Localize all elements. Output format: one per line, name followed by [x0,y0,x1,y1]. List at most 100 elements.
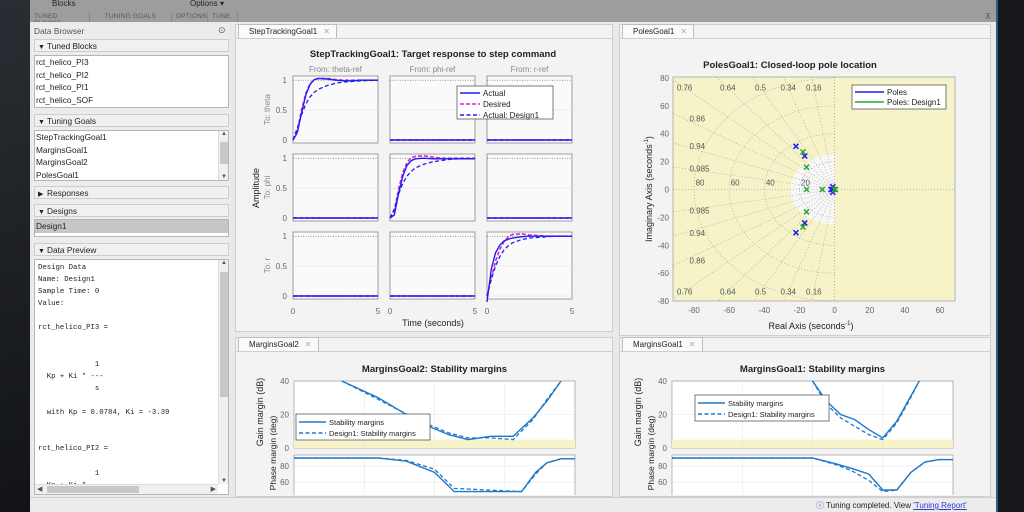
scroll-down-icon[interactable]: ▼ [221,174,227,180]
y-tick-label: 0 [663,444,668,453]
scroll-thumb[interactable] [47,486,139,493]
damping-label: 0.64 [720,84,736,93]
axis-label-close: ) [644,136,654,139]
options-button[interactable]: Options [190,0,218,8]
axis-label-exponent: -1 [845,321,851,327]
subplot-axes [389,153,476,222]
section-tuning-goals: TUNING GOALS [90,12,172,22]
design1-line [486,235,572,297]
tuning-goals-scrollbar[interactable]: ▲ ▼ [218,131,228,180]
data-browser-menu-icon[interactable]: ⊙ [218,25,226,35]
pole-marker [832,186,839,193]
preview-horizontal-scrollbar[interactable]: ◀ ▶ [35,484,218,494]
list-item[interactable]: MarginsGoal1 [36,144,88,155]
y-tick-label: 0 [283,214,288,223]
list-item[interactable]: PolesGoal1 [36,169,79,180]
tuning-report-link[interactable]: 'Tuning Report' [913,501,967,510]
x-tick-label: 5 [376,307,381,316]
data-preview-text: Design Data Name: Design1 Sample Time: 0… [38,264,170,490]
tab-label: MarginsGoal1 [633,340,683,349]
frequency-label: 20 [801,178,810,187]
list-item[interactable]: rct_helico_PI3 [36,57,89,67]
damping-label: 0.86 [689,257,705,266]
legend-box [694,394,830,422]
subplot-axes [486,153,573,222]
scroll-thumb[interactable] [220,142,228,164]
damping-label: 0.985 [689,164,710,173]
preview-vertical-scrollbar[interactable]: ▲ ▼ [218,260,228,484]
scroll-up-icon[interactable]: ▲ [221,260,227,266]
scroll-down-icon[interactable]: ▼ [221,478,227,484]
damping-label: 0.985 [689,207,710,216]
close-icon[interactable]: ✕ [304,340,312,349]
designs-header[interactable]: ▼ Designs [34,204,229,217]
x-tick-label: -40 [759,306,771,315]
tuning-goals-header[interactable]: ▼ Tuning Goals [34,114,229,127]
y-tick-label: 0.5 [276,106,288,115]
scroll-up-icon[interactable]: ▲ [221,131,227,137]
damping-line [717,189,835,301]
scroll-left-icon[interactable]: ◀ [37,486,43,493]
damping-line [716,77,835,190]
phase-axis-label: Phase margin (deg) [646,416,656,491]
options-dropdown-icon[interactable]: ▾ [220,0,225,8]
list-item-selected[interactable]: Design1 [35,220,228,233]
damping-label: 0.34 [780,287,796,296]
tab-margins-goal2[interactable]: MarginsGoal2 ✕ [238,337,319,351]
y-tick-label: 1 [283,76,288,85]
column-label: From: phi-ref [410,65,457,74]
x-tick-label: -80 [688,306,700,315]
list-item[interactable]: MarginsGoal2 [36,157,88,167]
blocks-button[interactable]: Blocks [52,0,76,8]
y-tick-label: 0 [665,186,670,195]
scroll-thumb[interactable] [220,272,228,397]
damping-label: 0.5 [755,84,767,93]
legend-box [456,85,554,120]
chart-title: MarginsGoal2: Stability margins [362,364,507,375]
responses-header[interactable]: ▶ Responses [34,186,229,199]
chart-title: StepTrackingGoal1: Target response to st… [310,49,557,60]
data-preview-box: Design Data Name: Design1 Sample Time: 0… [34,259,229,495]
axis-label-close: ) [850,321,853,331]
close-icon[interactable]: ✕ [680,27,688,36]
row-label: To: phi [263,175,272,199]
legend-entry: Stability margins [329,418,384,427]
close-icon[interactable]: ✕ [688,340,696,349]
list-item[interactable]: rct_helico_PI2 [36,69,89,80]
tuned-blocks-header[interactable]: ▼ Tuned Blocks [34,39,229,52]
legend-entry: Actual [483,89,505,98]
poles-chart: PolesGoal1: Closed-loop pole location 0.1… [644,60,956,331]
x-tick-label: 60 [936,306,945,315]
damping-label: 0.16 [806,84,822,93]
list-item[interactable]: StepTrackingGoal1 [36,132,107,142]
frequency-arc [728,105,835,274]
list-item[interactable]: rct_helico_PI1 [36,82,89,92]
section-options: OPTIONS [172,12,208,22]
y-tick-label: 60 [660,102,669,111]
damping-line [783,77,835,190]
pole-marker [801,219,808,226]
pole-marker [803,186,810,193]
scroll-right-icon[interactable]: ▶ [210,486,216,493]
y-tick-label: 40 [658,377,667,386]
x-tick-label: 5 [570,307,575,316]
list-item[interactable]: rct_helico_SOF [36,94,94,105]
frequency-arc [693,77,835,301]
y-tick-label: 20 [280,411,289,420]
subplot-axes [292,153,379,222]
tab-poles-goal1[interactable]: PolesGoal1 ✕ [622,24,695,38]
tab-label: StepTrackingGoal1 [249,27,318,36]
damping-label: 0.16 [806,287,822,296]
x-axis-label: Real Axis (seconds-1) [769,321,854,331]
collapse-toolstrip-icon[interactable]: ⊼ [985,12,991,21]
tab-step-tracking-goal1[interactable]: StepTrackingGoal1 ✕ [238,24,337,38]
expanded-icon: ▼ [38,209,45,216]
gain-line [811,380,920,439]
close-icon[interactable]: ✕ [323,27,330,36]
chart-title: PolesGoal1: Closed-loop pole location [703,60,877,71]
damping-line [673,142,835,190]
damping-label: 0.94 [689,229,705,238]
tab-margins-goal1[interactable]: MarginsGoal1 ✕ [622,337,703,351]
data-preview-header[interactable]: ▼ Data Preview [34,243,229,256]
section-tuned-blocks: TUNED BLOCKS [30,12,90,27]
